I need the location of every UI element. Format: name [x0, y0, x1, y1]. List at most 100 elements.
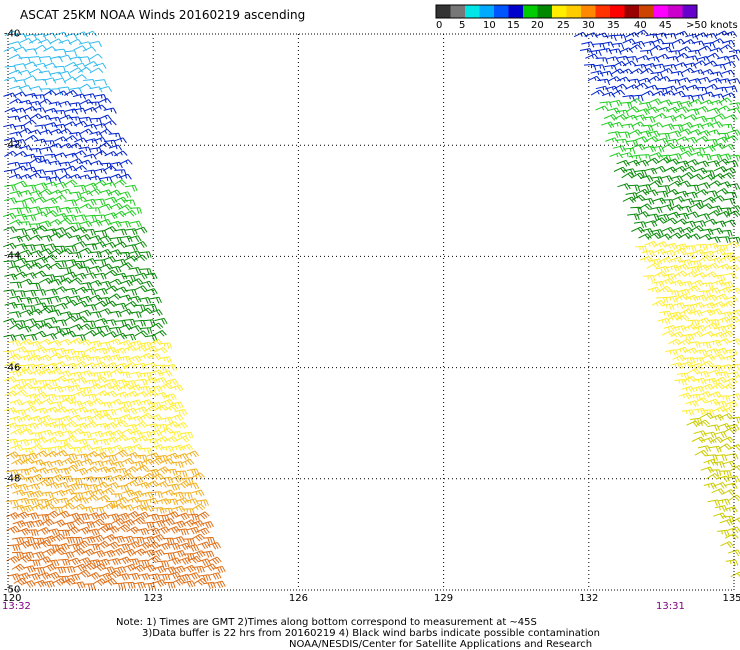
wind-barb — [728, 494, 740, 502]
wind-barb — [80, 458, 94, 466]
longitude-tick-label: 123 — [143, 593, 163, 604]
wind-barb — [647, 75, 662, 83]
wind-barb — [99, 401, 113, 409]
wind-barb — [49, 143, 63, 149]
wind-barb — [691, 385, 705, 393]
wind-barb — [23, 61, 38, 68]
wind-barb — [622, 196, 637, 204]
wind-barb — [159, 370, 173, 377]
wind-barb — [83, 288, 97, 296]
wind-barb — [68, 38, 83, 45]
wind-barb — [164, 404, 179, 411]
wind-barb — [13, 79, 27, 86]
wind-barb — [603, 114, 618, 121]
wind-barb — [35, 380, 48, 387]
wind-barb — [693, 377, 707, 385]
wind-barb — [659, 256, 673, 264]
wind-barb — [200, 521, 214, 529]
wind-barb — [697, 213, 711, 220]
wind-barb — [633, 221, 647, 228]
wind-barb — [82, 521, 96, 529]
wind-barb — [8, 41, 22, 48]
wind-barb — [134, 330, 149, 337]
wind-barb — [729, 416, 740, 424]
wind-barb — [48, 278, 62, 286]
wind-barb — [114, 286, 128, 294]
wind-barb — [150, 491, 163, 498]
wind-barb — [705, 52, 720, 59]
wind-barb — [123, 407, 138, 415]
wind-barb — [53, 152, 68, 159]
wind-barb — [152, 520, 166, 528]
wind-barb — [119, 383, 133, 391]
wind-barb — [703, 218, 718, 226]
wind-barb — [45, 436, 59, 444]
wind-barb — [710, 414, 725, 421]
wind-barb — [11, 551, 25, 559]
wind-barb — [23, 405, 38, 413]
wind-barb — [38, 354, 52, 362]
wind-barb — [60, 457, 75, 465]
wind-barb — [712, 461, 725, 469]
wind-barb — [18, 325, 32, 333]
wind-barb — [8, 173, 23, 180]
wind-barb — [717, 498, 731, 506]
wind-barb — [102, 534, 117, 542]
wind-barb — [620, 101, 633, 109]
wind-barb — [110, 461, 125, 468]
wind-barb — [592, 64, 606, 71]
wind-barb — [118, 173, 132, 180]
wind-barb — [720, 330, 735, 338]
wind-barb — [28, 296, 42, 304]
wind-barb — [42, 563, 57, 572]
wind-barb — [18, 234, 32, 242]
wind-barb — [144, 405, 159, 412]
wind-barb — [721, 406, 735, 414]
wind-barb — [78, 220, 93, 228]
wind-barb — [84, 379, 98, 387]
wind-barb — [55, 481, 70, 489]
wind-barb — [78, 266, 92, 274]
wind-barb — [14, 454, 28, 462]
wind-barb — [685, 55, 699, 62]
wind-barb — [92, 506, 105, 514]
wind-barb — [104, 212, 118, 219]
wind-barb — [3, 350, 16, 358]
wind-barb — [120, 445, 134, 453]
colorbar-label: 25 — [557, 20, 570, 31]
wind-barb — [701, 250, 715, 258]
wind-barb — [68, 277, 83, 284]
wind-barb — [73, 240, 87, 248]
wind-barb — [3, 169, 17, 176]
wind-barb — [149, 322, 164, 330]
wind-barb — [88, 207, 101, 214]
wind-barb — [144, 345, 159, 353]
wind-barb — [133, 581, 146, 589]
wind-barb — [152, 579, 167, 587]
wind-barb — [85, 450, 99, 458]
wind-barb — [90, 477, 104, 484]
wind-barb — [714, 454, 728, 461]
wind-barb — [66, 483, 80, 491]
wind-barb — [114, 196, 128, 204]
wind-barb — [108, 338, 122, 346]
wind-barb — [17, 69, 32, 76]
wind-barb — [28, 206, 42, 214]
wind-barb — [139, 352, 153, 360]
wind-barb — [676, 372, 690, 380]
wind-barb — [717, 78, 731, 85]
wind-barb — [48, 218, 62, 226]
wind-barb — [44, 288, 58, 296]
wind-barb — [151, 534, 165, 542]
wind-barb — [710, 364, 723, 372]
wind-barb — [79, 99, 94, 105]
wind-barb — [631, 226, 645, 234]
wind-barb — [125, 452, 140, 459]
wind-barb — [649, 122, 664, 128]
wind-barb — [23, 363, 37, 371]
wind-barb — [192, 565, 205, 573]
wind-barb — [597, 78, 611, 86]
wind-barb — [78, 339, 92, 346]
wind-barb — [32, 270, 47, 278]
wind-barb — [119, 308, 133, 316]
